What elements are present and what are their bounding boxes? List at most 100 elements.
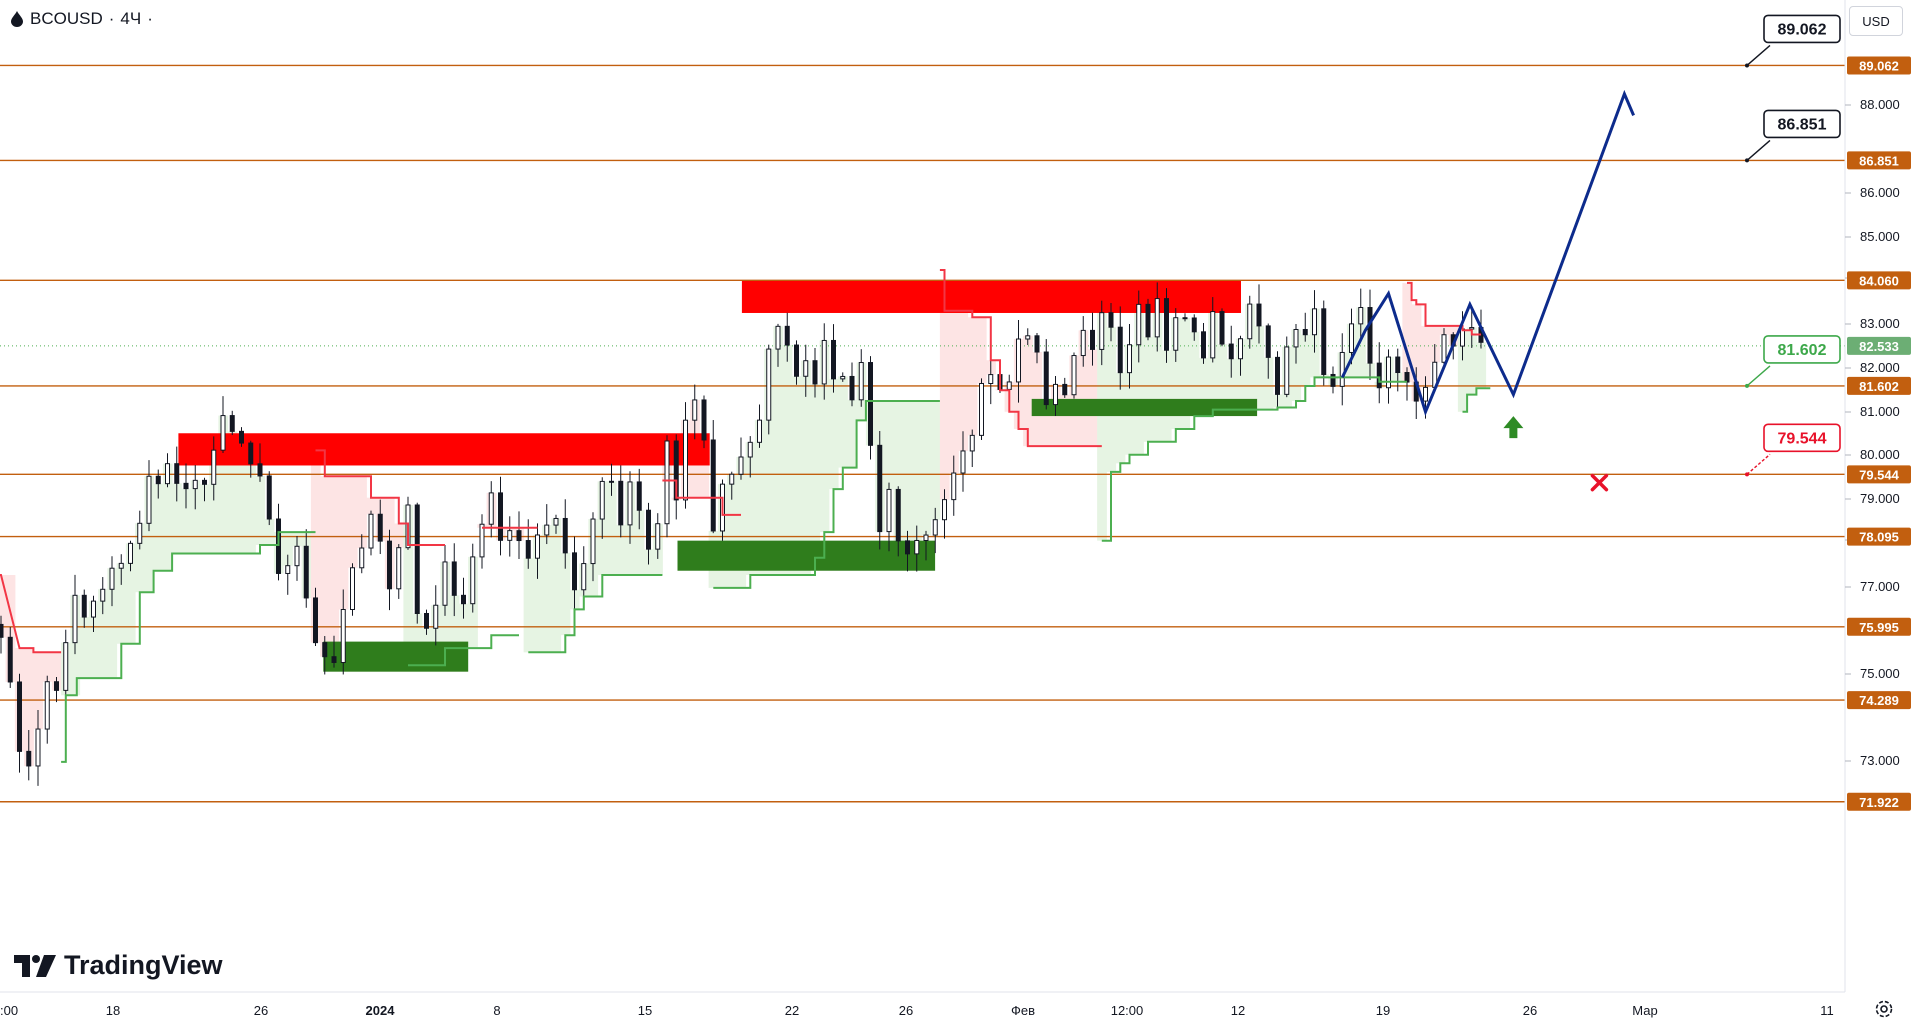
gear-icon[interactable]	[1873, 998, 1895, 1020]
candle-body	[757, 419, 762, 443]
trend-fill-bar	[1420, 325, 1431, 388]
candle-body	[1173, 317, 1179, 351]
candle-body	[1154, 298, 1160, 338]
candle-body	[368, 513, 374, 549]
candle-body	[257, 463, 263, 477]
trend-fill-bar	[949, 310, 959, 474]
price-tick-label: 79.000	[1860, 491, 1900, 506]
trend-fill-bar	[1115, 372, 1126, 464]
trend-trail-up	[713, 400, 940, 589]
candle-body	[516, 530, 522, 542]
target-callout-label: 86.851	[1778, 116, 1827, 133]
level-price-label: 71.922	[1859, 795, 1899, 810]
trend-fill-bar	[88, 601, 99, 679]
candle-body	[266, 475, 272, 520]
level-price-label: 89.062	[1859, 58, 1899, 73]
level-price-label: 75.995	[1859, 620, 1899, 635]
candle-body	[350, 567, 355, 610]
candle-body	[109, 567, 115, 590]
tradingview-logo[interactable]: TradingView	[14, 950, 223, 981]
time-tick-label: 8	[493, 1003, 500, 1018]
trend-fill-bar	[42, 652, 53, 682]
candle-body	[1256, 303, 1262, 327]
marker-layer	[1503, 416, 1609, 492]
candle-body	[137, 522, 143, 544]
price-tick-label: 81.000	[1860, 404, 1900, 419]
candle-body	[1238, 338, 1243, 360]
trend-fill-bar	[1161, 350, 1172, 442]
trend-fill-bar	[347, 476, 358, 568]
price-axis[interactable]: 73.00075.00077.00078.00079.00080.00081.0…	[1845, 56, 1911, 811]
candle-body	[128, 542, 133, 564]
candle-body	[849, 375, 855, 401]
target-callout-label: 89.062	[1778, 21, 1827, 38]
candle-body	[581, 563, 587, 591]
candle-body	[877, 444, 883, 533]
candle-body	[1395, 356, 1401, 374]
candle-body	[387, 540, 392, 590]
trend-fill-bar	[24, 648, 34, 766]
candle-body	[1127, 344, 1132, 374]
trend-fill-bar	[246, 463, 256, 554]
trend-trail-up	[408, 634, 519, 667]
candle-body	[294, 545, 300, 567]
candle-body	[664, 440, 670, 525]
trend-fill-bar	[458, 603, 469, 649]
candle-body	[17, 681, 22, 752]
level-lines-layer	[0, 64, 1845, 803]
trend-fill-bar	[912, 401, 922, 541]
candle-body	[747, 441, 753, 458]
candle-body	[562, 517, 568, 554]
candle-body	[1293, 328, 1299, 348]
candle-body	[729, 473, 735, 485]
candle-body	[738, 456, 744, 475]
trend-fill-bar	[810, 383, 821, 558]
candle-body	[1358, 307, 1364, 325]
trend-fill-bar	[745, 442, 756, 576]
projection-path	[1340, 89, 1635, 417]
trend-fill-bar	[320, 476, 330, 657]
trend-fill-bar	[532, 534, 543, 653]
candle-body	[1210, 311, 1216, 359]
trend-fill-bar	[764, 349, 774, 576]
level-price-badge	[1847, 617, 1911, 636]
current-price-label: 82.533	[1859, 339, 1899, 354]
trend-fill-bar	[606, 481, 617, 576]
trend-fill-bar	[1430, 325, 1440, 363]
candle-body	[812, 360, 818, 385]
candle-body	[590, 518, 596, 565]
candle-body	[701, 399, 707, 441]
candle-body	[202, 479, 207, 485]
candle-body	[673, 440, 679, 501]
candle-body	[507, 530, 513, 541]
candle-body	[1080, 329, 1086, 357]
candle-body	[220, 415, 226, 451]
candle-body	[1460, 328, 1465, 347]
candle-body	[461, 594, 466, 605]
target-anchor-dot	[1745, 383, 1749, 388]
candle-body	[322, 642, 328, 658]
symbol-header[interactable]: BCOUSD · 4Ч ·	[10, 9, 153, 29]
candle-body	[840, 375, 846, 380]
candle-body	[1117, 326, 1123, 374]
candle-body	[498, 492, 503, 541]
target-callout-leader	[1746, 44, 1771, 66]
currency-button[interactable]: USD	[1849, 6, 1903, 36]
trend-trail-down	[662, 479, 741, 516]
trend-fill-bar	[33, 652, 44, 730]
level-price-badge	[1847, 376, 1911, 395]
candle-body	[858, 362, 864, 401]
trend-fill-bar	[218, 415, 229, 554]
candle-body	[794, 344, 799, 377]
trend-fill-bar	[172, 483, 182, 554]
candle-body	[211, 449, 217, 485]
time-axis[interactable]: :00 18 26 2024 8 15 22 26 Фев 12:00 12 19 26 Мар 11	[0, 1003, 1834, 1018]
candle-body	[766, 348, 772, 421]
trend-fill-bar	[801, 360, 811, 576]
candle-body	[868, 362, 873, 446]
trend-trail-up	[528, 574, 663, 654]
trend-fill-bar	[144, 476, 155, 593]
candle-body	[165, 463, 170, 485]
candle-body	[923, 534, 929, 541]
